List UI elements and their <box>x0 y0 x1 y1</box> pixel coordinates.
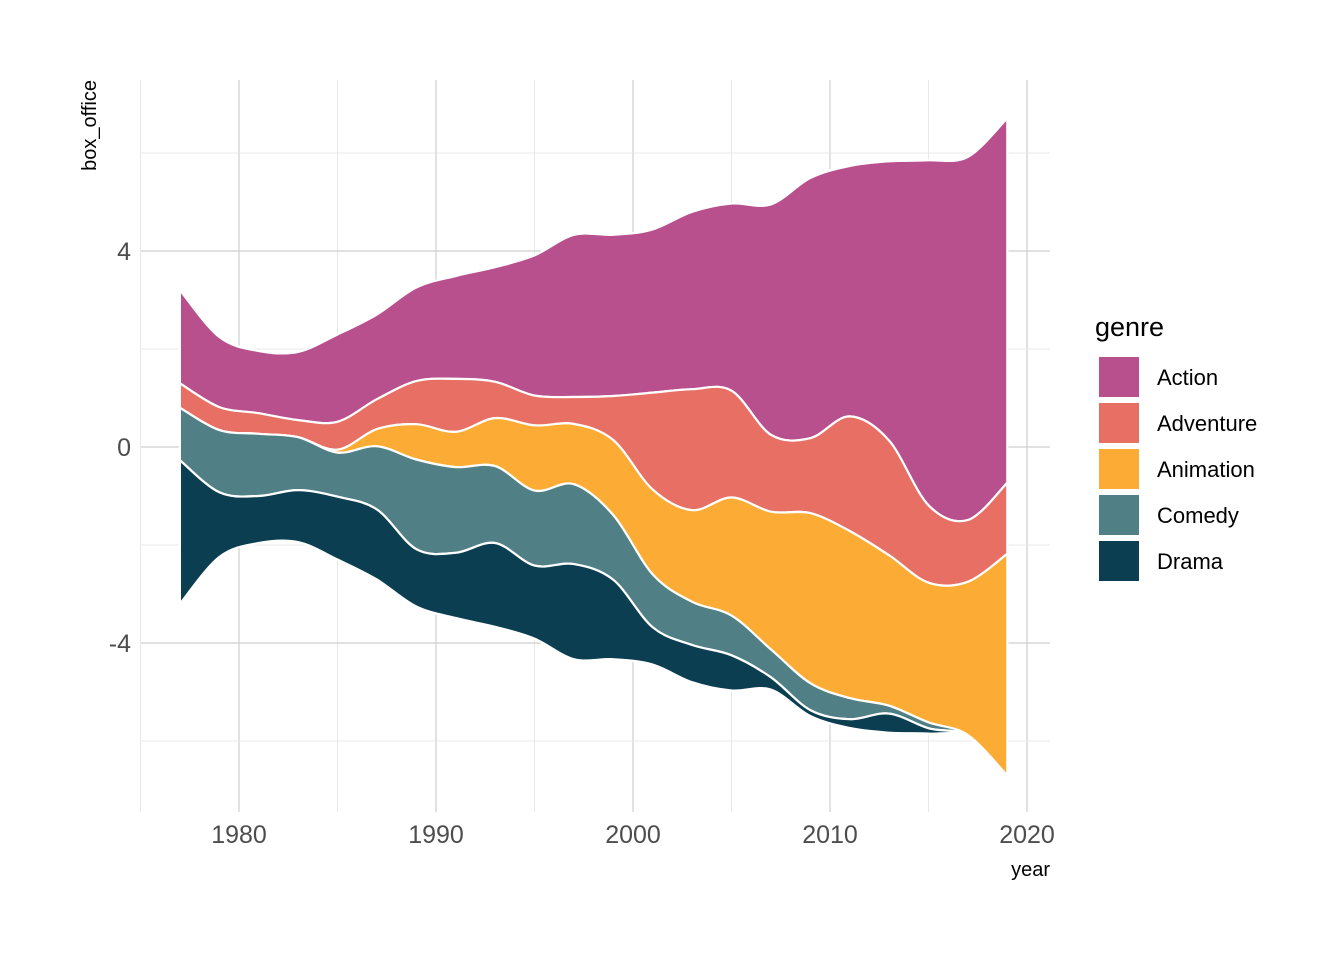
y-tick-label: 0 <box>117 434 131 462</box>
legend-swatch-drama <box>1099 541 1139 581</box>
x-tick-label: 2000 <box>605 821 661 849</box>
y-tick-label: -4 <box>109 630 131 658</box>
legend-label: Animation <box>1157 457 1255 482</box>
y-axis-ticks: -4 0 4 <box>109 238 131 658</box>
legend-label: Comedy <box>1157 503 1239 528</box>
x-axis-label: year <box>1011 859 1050 881</box>
x-tick-label: 1990 <box>408 821 464 849</box>
legend-label: Drama <box>1157 549 1224 574</box>
legend-swatch-action <box>1099 357 1139 397</box>
x-tick-label: 2020 <box>999 821 1055 849</box>
y-axis-label: box_office <box>79 80 101 171</box>
legend-swatch-adventure <box>1099 403 1139 443</box>
x-tick-label: 2010 <box>802 821 858 849</box>
legend-label: Action <box>1157 365 1218 390</box>
legend-swatch-comedy <box>1099 495 1139 535</box>
legend-swatch-animation <box>1099 449 1139 489</box>
stream-layer-drama <box>178 459 1009 777</box>
x-tick-label: 1980 <box>211 821 267 849</box>
legend: genre Action Adventure Animation Comedy Dram… <box>1095 312 1257 581</box>
legend-title: genre <box>1095 312 1164 342</box>
stream-layers <box>178 117 1009 777</box>
y-tick-label: 4 <box>117 238 131 266</box>
legend-label: Adventure <box>1157 411 1257 436</box>
x-axis-ticks: 1980 1990 2000 2010 2020 <box>211 821 1055 849</box>
